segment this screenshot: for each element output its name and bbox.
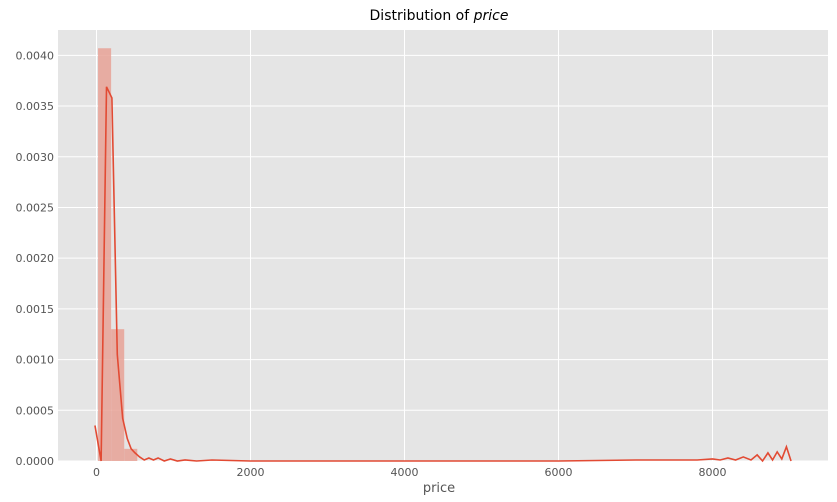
y-tick-label: 0.0015 [16, 303, 55, 316]
tick-labels: 0 2000 4000 6000 8000 0.0000 0.0005 0.0010 0.001… [16, 49, 727, 479]
y-tick-label: 0.0005 [16, 404, 55, 417]
kde-line [94, 86, 792, 463]
chart-title: Distribution of price [370, 8, 509, 24]
x-tick-label: 4000 [391, 466, 419, 479]
histogram-bar [111, 329, 125, 461]
x-axis-label: price [423, 481, 455, 496]
y-tick-label: 0.0025 [16, 201, 55, 214]
chart-title-variable: price [473, 8, 509, 24]
x-tick-label: 2000 [237, 466, 265, 479]
y-tick-label: 0.0035 [16, 100, 55, 113]
histogram-bar [124, 448, 138, 461]
x-tick-label: 0 [93, 466, 100, 479]
y-tick-label: 0.0030 [16, 151, 55, 164]
chart-title-prefix: Distribution of [370, 8, 474, 24]
plot-background [58, 30, 828, 461]
x-tick-label: 6000 [545, 466, 573, 479]
y-tick-label: 0.0040 [16, 49, 55, 62]
y-tick-label: 0.0000 [16, 455, 55, 468]
x-tick-label: 8000 [699, 466, 727, 479]
y-tick-label: 0.0010 [16, 354, 55, 367]
y-tick-label: 0.0020 [16, 252, 55, 265]
grid-lines [58, 30, 828, 462]
